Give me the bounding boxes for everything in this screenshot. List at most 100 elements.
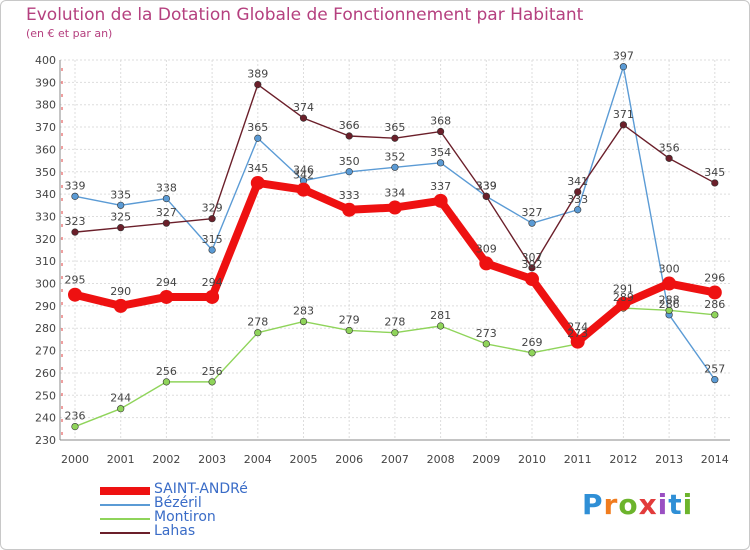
y-tick-label: 320 [35, 233, 56, 246]
data-point [528, 349, 536, 357]
data-label: 335 [110, 188, 131, 201]
data-point [437, 322, 445, 330]
data-label: 257 [704, 363, 725, 376]
series-lines [68, 63, 722, 431]
legend-item-lahas: Lahas [100, 523, 300, 540]
data-label: 290 [110, 285, 131, 298]
logo-letter: x [638, 488, 658, 521]
y-tick-label: 360 [35, 143, 56, 156]
data-label: 278 [247, 316, 268, 329]
data-point [707, 285, 722, 300]
data-label: 315 [202, 233, 223, 246]
data-label: 325 [110, 211, 131, 224]
chart-title: Evolution de la Dotation Globale de Fonc… [26, 5, 584, 25]
data-label: 366 [339, 119, 360, 132]
data-label: 339 [65, 179, 86, 192]
x-tick-label: 2000 [61, 453, 89, 466]
data-point [711, 376, 719, 384]
data-label: 294 [202, 276, 223, 289]
y-tick-label: 290 [35, 300, 56, 313]
data-point [345, 168, 353, 176]
data-label: 289 [613, 291, 634, 304]
data-label: 339 [476, 179, 497, 192]
y-tick-label: 270 [35, 345, 56, 358]
data-label: 295 [65, 274, 86, 287]
data-point [345, 132, 353, 140]
data-label: 327 [156, 206, 177, 219]
data-point [665, 306, 673, 314]
x-tick-label: 2005 [290, 453, 318, 466]
data-point [299, 317, 308, 326]
data-point [665, 154, 673, 162]
legend-swatch [100, 504, 150, 506]
data-point [159, 289, 174, 304]
data-point [616, 296, 631, 311]
series-bezeril [71, 63, 719, 384]
logo-letter: P [582, 488, 604, 521]
data-point [71, 192, 79, 200]
data-point [482, 192, 490, 200]
data-point [437, 127, 445, 136]
legend-swatch [100, 532, 150, 534]
y-tick-label: 390 [35, 76, 56, 89]
x-tick-label: 2008 [427, 453, 455, 466]
data-point [296, 182, 311, 197]
data-point [482, 340, 490, 348]
data-point [205, 289, 220, 304]
data-point [711, 179, 719, 187]
data-label: 294 [156, 276, 177, 289]
data-point [479, 256, 494, 271]
data-point [570, 334, 585, 349]
data-label: 302 [522, 258, 543, 271]
data-point [71, 422, 79, 431]
data-labels: 339 335 338 315 365 346 350 352 354 339 327 333 397 2… [65, 50, 726, 423]
data-label: 337 [430, 180, 451, 193]
data-label: 296 [704, 271, 725, 284]
x-tick-label: 2004 [244, 453, 272, 466]
data-label: 338 [156, 182, 177, 195]
data-point [162, 378, 170, 386]
data-label: 283 [293, 305, 314, 318]
data-point [662, 276, 677, 291]
data-label: 236 [65, 410, 86, 423]
y-tick-label: 300 [35, 278, 56, 291]
data-point [71, 228, 79, 236]
data-label: 279 [339, 313, 360, 326]
data-label: 356 [659, 141, 680, 154]
data-label: 286 [659, 298, 680, 311]
y-tick-label: 260 [35, 367, 56, 380]
data-label: 300 [659, 263, 680, 276]
y-tick-label: 280 [35, 322, 56, 335]
data-point [574, 188, 582, 196]
data-label: 374 [293, 101, 314, 114]
x-tick-label: 2001 [107, 453, 135, 466]
data-label: 365 [247, 121, 268, 134]
y-tick-label: 310 [35, 255, 56, 268]
data-point [391, 134, 399, 142]
logo-letter: i [657, 488, 669, 521]
legend-item-bezeril: Bézéril [100, 495, 300, 512]
data-point [162, 194, 170, 203]
data-label: 288 [659, 293, 680, 306]
legend-swatch [100, 518, 150, 520]
data-point [254, 80, 262, 89]
x-tick-label: 2006 [335, 453, 363, 466]
data-point [208, 378, 216, 386]
legend-label: Montiron [154, 509, 216, 525]
logo-letter: o [618, 488, 639, 521]
data-label: 339 [476, 179, 497, 192]
data-point [342, 202, 357, 217]
data-point [387, 200, 402, 215]
data-label: 281 [430, 309, 451, 322]
x-tick-label: 2012 [609, 453, 637, 466]
data-label: 256 [202, 365, 223, 378]
grid [60, 59, 730, 441]
y-tick-label: 370 [35, 121, 56, 134]
data-label: 327 [522, 206, 543, 219]
data-point [711, 311, 719, 319]
data-label: 371 [613, 108, 634, 121]
x-tick-label: 2014 [701, 453, 729, 466]
data-label: 342 [293, 169, 314, 182]
proxiti-logo: Proxiti [582, 488, 693, 521]
